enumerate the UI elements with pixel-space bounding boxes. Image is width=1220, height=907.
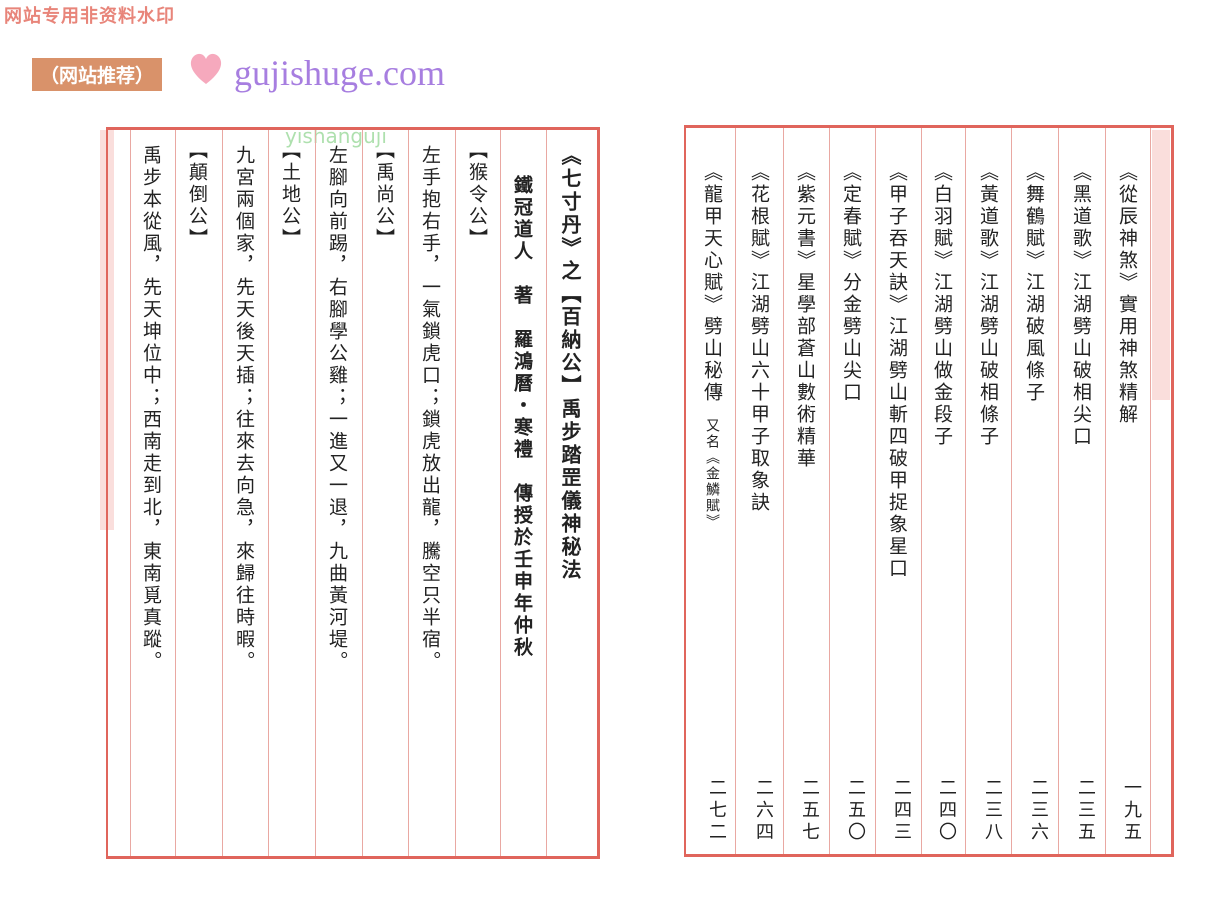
toc-entry-title: 《龍甲天心賦》劈山秘傳 bbox=[701, 162, 723, 404]
toc-entry[interactable]: 《舞鶴賦》江湖破風條子 bbox=[1023, 162, 1045, 404]
text-column: 【土地公】 bbox=[279, 140, 301, 250]
author-line: 鐵冠道人 著 羅鴻曆・寒禮 傳授於壬申年仲秋 bbox=[511, 175, 533, 659]
column-rule bbox=[735, 128, 736, 854]
text-column: 【禹尚公】 bbox=[373, 140, 395, 250]
column-rule bbox=[1058, 128, 1059, 854]
text-column: 左手抱右手，一氣鎖虎口；鎖虎放出龍，騰空只半宿。 bbox=[419, 145, 441, 673]
toc-entry-title: 《甲子吞天訣》江湖劈山斬四破甲捉象星口 bbox=[886, 162, 908, 580]
column-rule bbox=[222, 130, 223, 856]
toc-page-number: 二三五 bbox=[1075, 778, 1096, 844]
heart-icon bbox=[190, 53, 222, 84]
toc-entry[interactable]: 《白羽賦》江湖劈山做金段子 bbox=[931, 162, 953, 448]
toc-page-number: 二五〇 bbox=[845, 778, 866, 844]
toc-entry[interactable]: 《甲子吞天訣》江湖劈山斬四破甲捉象星口 bbox=[886, 162, 908, 580]
column-rule bbox=[175, 130, 176, 856]
toc-entry[interactable]: 《龍甲天心賦》劈山秘傳又名《金鱗賦》 bbox=[701, 162, 723, 530]
column-rule bbox=[1105, 128, 1106, 854]
watermark-site[interactable]: gujishuge.com bbox=[234, 53, 445, 93]
toc-entry-title: 《黃道歌》江湖劈山破相條子 bbox=[977, 162, 999, 448]
column-rule bbox=[1150, 128, 1151, 854]
toc-page-number: 二四三 bbox=[891, 778, 912, 844]
toc-page-number: 二三八 bbox=[982, 778, 1003, 844]
toc-page-number: 二三六 bbox=[1028, 778, 1049, 844]
toc-page-number: 二六四 bbox=[753, 778, 774, 844]
text-column: 九宮兩個家，先天後天插；往來去向急，來歸往時暇。 bbox=[233, 145, 255, 673]
toc-entry-title: 《花根賦》江湖劈山六十甲子取象訣 bbox=[748, 162, 770, 514]
right-page-frame bbox=[684, 125, 1174, 857]
toc-entry-note: 又名《金鱗賦》 bbox=[704, 418, 720, 530]
left-title: 《七寸丹》之【百納公】禹步踏罡儀神秘法 bbox=[558, 145, 582, 582]
column-rule bbox=[965, 128, 966, 854]
toc-entry-title: 《定春賦》分金劈山尖口 bbox=[840, 162, 862, 404]
text-column: 左腳向前踢，右腳學公雞；一進又一退，九曲黃河堤。 bbox=[326, 145, 348, 673]
toc-page-number: 一九五 bbox=[1121, 778, 1142, 844]
spine-mark bbox=[1152, 130, 1170, 400]
text-column: 禹步本從風，先天坤位中；西南走到北，東南覓真蹤。 bbox=[140, 145, 162, 673]
toc-page-number: 二七二 bbox=[706, 778, 727, 844]
column-rule bbox=[130, 130, 131, 856]
toc-entry-title: 《舞鶴賦》江湖破風條子 bbox=[1023, 162, 1045, 404]
toc-entry-title: 《紫元書》星學部蒼山數術精華 bbox=[794, 162, 816, 470]
toc-page-number: 二五七 bbox=[799, 778, 820, 844]
column-rule bbox=[1011, 128, 1012, 854]
column-rule bbox=[362, 130, 363, 856]
column-rule bbox=[408, 130, 409, 856]
column-rule bbox=[268, 130, 269, 856]
column-rule bbox=[921, 128, 922, 854]
left-page-frame bbox=[106, 127, 600, 859]
column-rule bbox=[500, 130, 501, 856]
toc-entry[interactable]: 《黃道歌》江湖劈山破相條子 bbox=[977, 162, 999, 448]
recommend-badge: （网站推荐） bbox=[32, 58, 163, 91]
toc-entry-title: 《黑道歌》江湖劈山破相尖口 bbox=[1070, 162, 1092, 448]
toc-entry[interactable]: 《花根賦》江湖劈山六十甲子取象訣 bbox=[748, 162, 770, 514]
toc-entry[interactable]: 《定春賦》分金劈山尖口 bbox=[840, 162, 862, 404]
toc-entry[interactable]: 《黑道歌》江湖劈山破相尖口 bbox=[1070, 162, 1092, 448]
watermark-notice: 网站专用非资料水印 bbox=[4, 6, 175, 27]
toc-entry[interactable]: 《紫元書》星學部蒼山數術精華 bbox=[794, 162, 816, 470]
column-rule bbox=[546, 130, 547, 856]
toc-entry-title: 《從辰神煞》實用神煞精解 bbox=[1116, 162, 1138, 426]
column-rule bbox=[455, 130, 456, 856]
toc-entry[interactable]: 《從辰神煞》實用神煞精解 bbox=[1116, 162, 1138, 426]
text-column: 【顛倒公】 bbox=[186, 140, 208, 250]
toc-page-number: 二四〇 bbox=[936, 778, 957, 844]
toc-entry-title: 《白羽賦》江湖劈山做金段子 bbox=[931, 162, 953, 448]
column-rule bbox=[875, 128, 876, 854]
column-rule bbox=[829, 128, 830, 854]
text-column: 【猴令公】 bbox=[466, 140, 488, 250]
column-rule bbox=[315, 130, 316, 856]
column-rule bbox=[783, 128, 784, 854]
